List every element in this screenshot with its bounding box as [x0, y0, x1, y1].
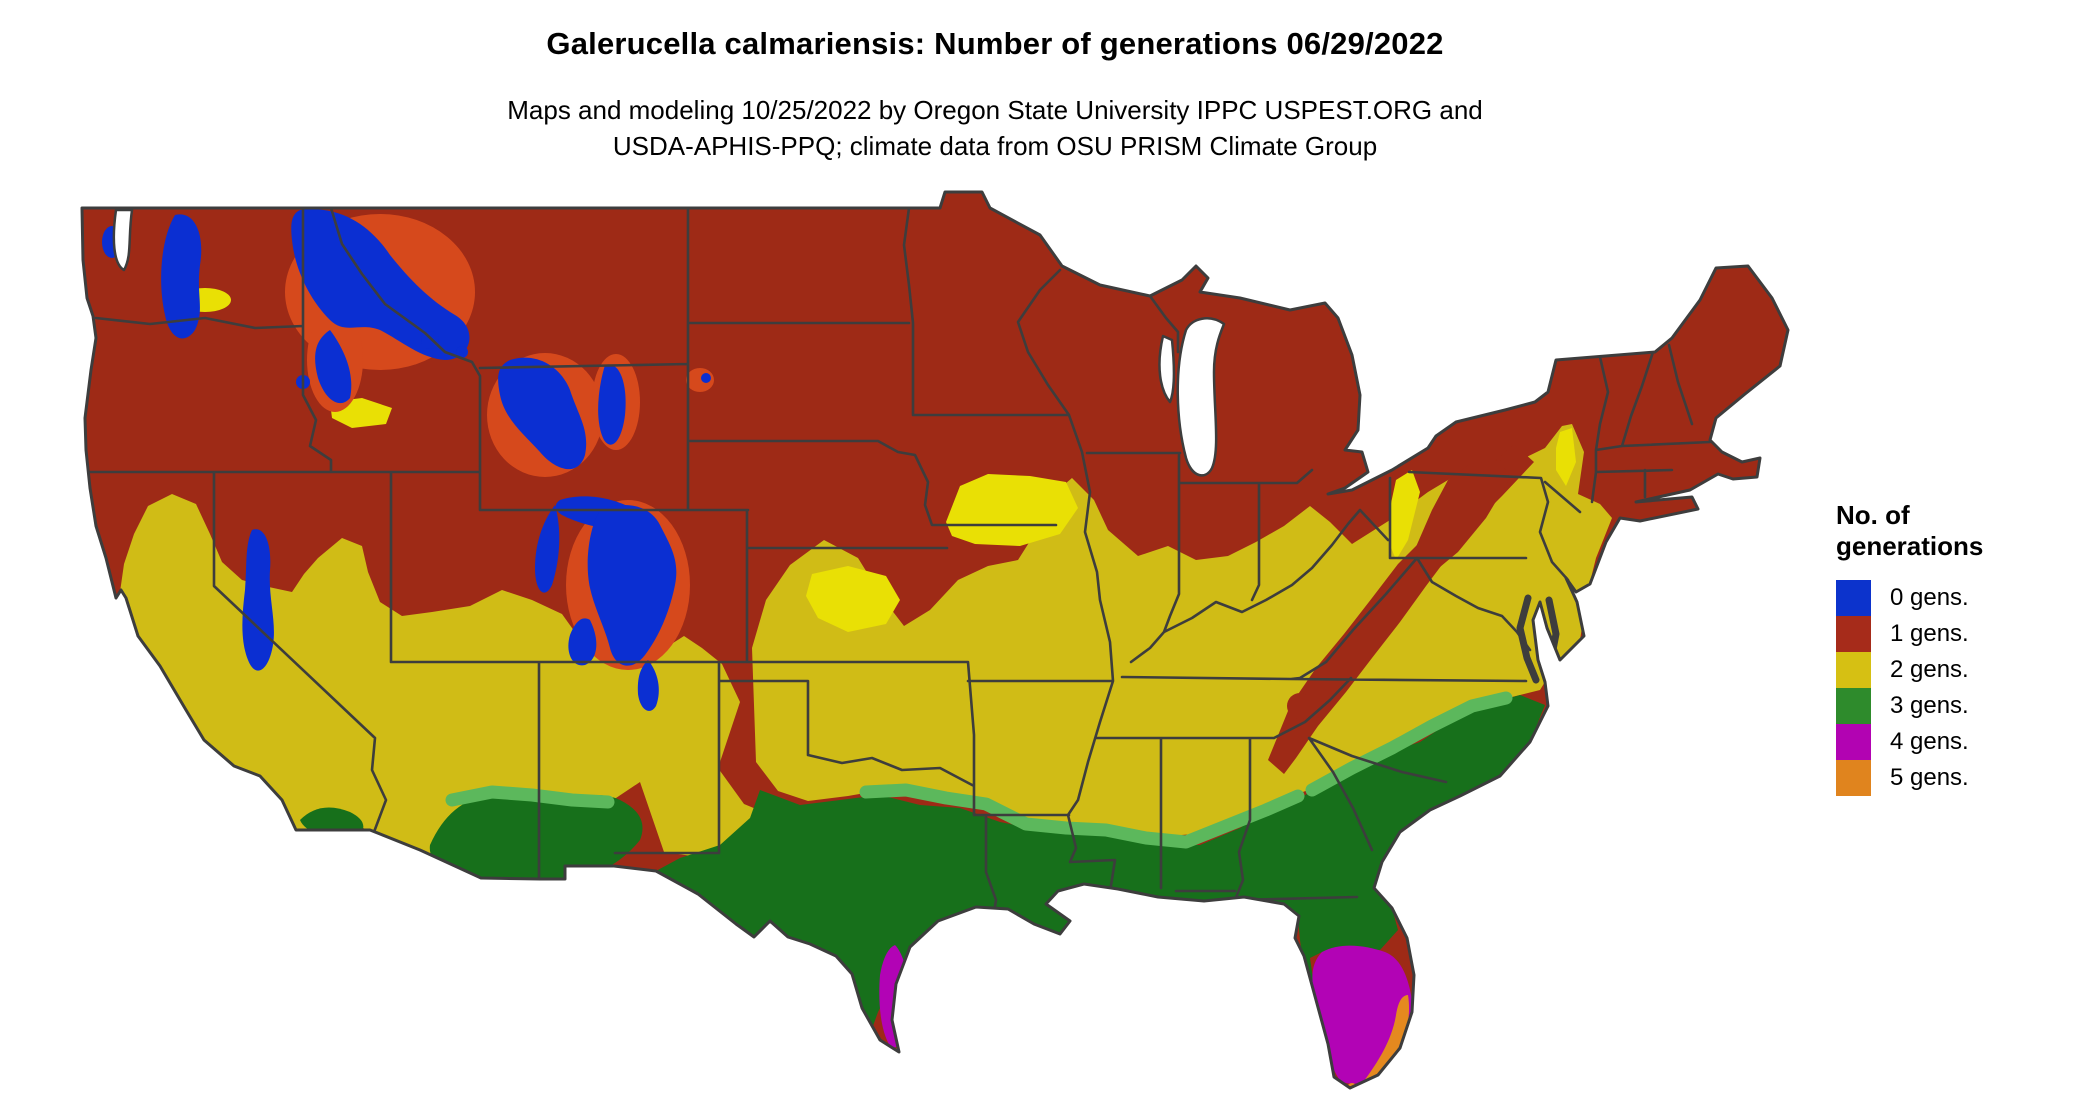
puget-sound: [112, 208, 134, 272]
legend: No. of generations 0 gens. 1 gens. 2 gens.…: [1836, 500, 2086, 796]
legend-item-label: 1 gens.: [1890, 620, 1969, 647]
legend-title-line-1: No. of: [1836, 500, 1910, 530]
legend-item: 0 gens.: [1836, 580, 2086, 616]
legend-swatch: [1836, 580, 1871, 616]
region-2-gens-valley-streaks: [1388, 428, 1576, 560]
legend-swatch: [1836, 652, 1871, 688]
legend-item: 1 gens.: [1836, 616, 2086, 652]
region-3-gens-south: [656, 695, 1545, 1040]
legend-swatch: [1836, 688, 1871, 724]
subtitle-line-2: USDA-APHIS-PPQ; climate data from OSU PR…: [612, 131, 1378, 161]
state-borders: [82, 206, 1712, 928]
legend-item: 4 gens.: [1836, 724, 2086, 760]
region-2-gens-west: [120, 494, 768, 872]
lake-shapes: [112, 208, 1226, 477]
page-title: Galerucella calmariensis: Number of gene…: [546, 26, 1444, 61]
lake-michigan: [1176, 317, 1226, 477]
legend-item: 5 gens.: [1836, 760, 2086, 796]
region-3-gens-arizona: [429, 793, 643, 881]
legend-swatch: [1836, 616, 1871, 652]
legend-item-label: 5 gens.: [1890, 764, 1969, 791]
lake-green-bay: [1158, 334, 1176, 404]
legend-item-label: 3 gens.: [1890, 692, 1969, 719]
legend-title: No. of generations: [1836, 500, 2086, 562]
legend-items: 0 gens. 1 gens. 2 gens. 3 gens. 4 gens. 5 gen…: [1836, 580, 2086, 796]
region-0-gens: [102, 209, 711, 711]
legend-item: 3 gens.: [1836, 688, 2086, 724]
legend-swatch: [1836, 724, 1871, 760]
region-3-gens-fringe: [445, 691, 1513, 849]
legend-item-label: 4 gens.: [1890, 728, 1969, 755]
subtitle-line-1: Maps and modeling 10/25/2022 by Oregon S…: [507, 95, 1483, 125]
legend-title-line-2: generations: [1836, 531, 1984, 561]
legend-item: 2 gens.: [1836, 652, 2086, 688]
legend-item-label: 2 gens.: [1890, 656, 1969, 683]
legend-item-label: 0 gens.: [1890, 584, 1969, 611]
region-1-gen-appalachians: [1268, 444, 1534, 774]
legend-swatch: [1836, 760, 1871, 796]
page-subtitle: Maps and modeling 10/25/2022 by Oregon S…: [0, 92, 1990, 164]
